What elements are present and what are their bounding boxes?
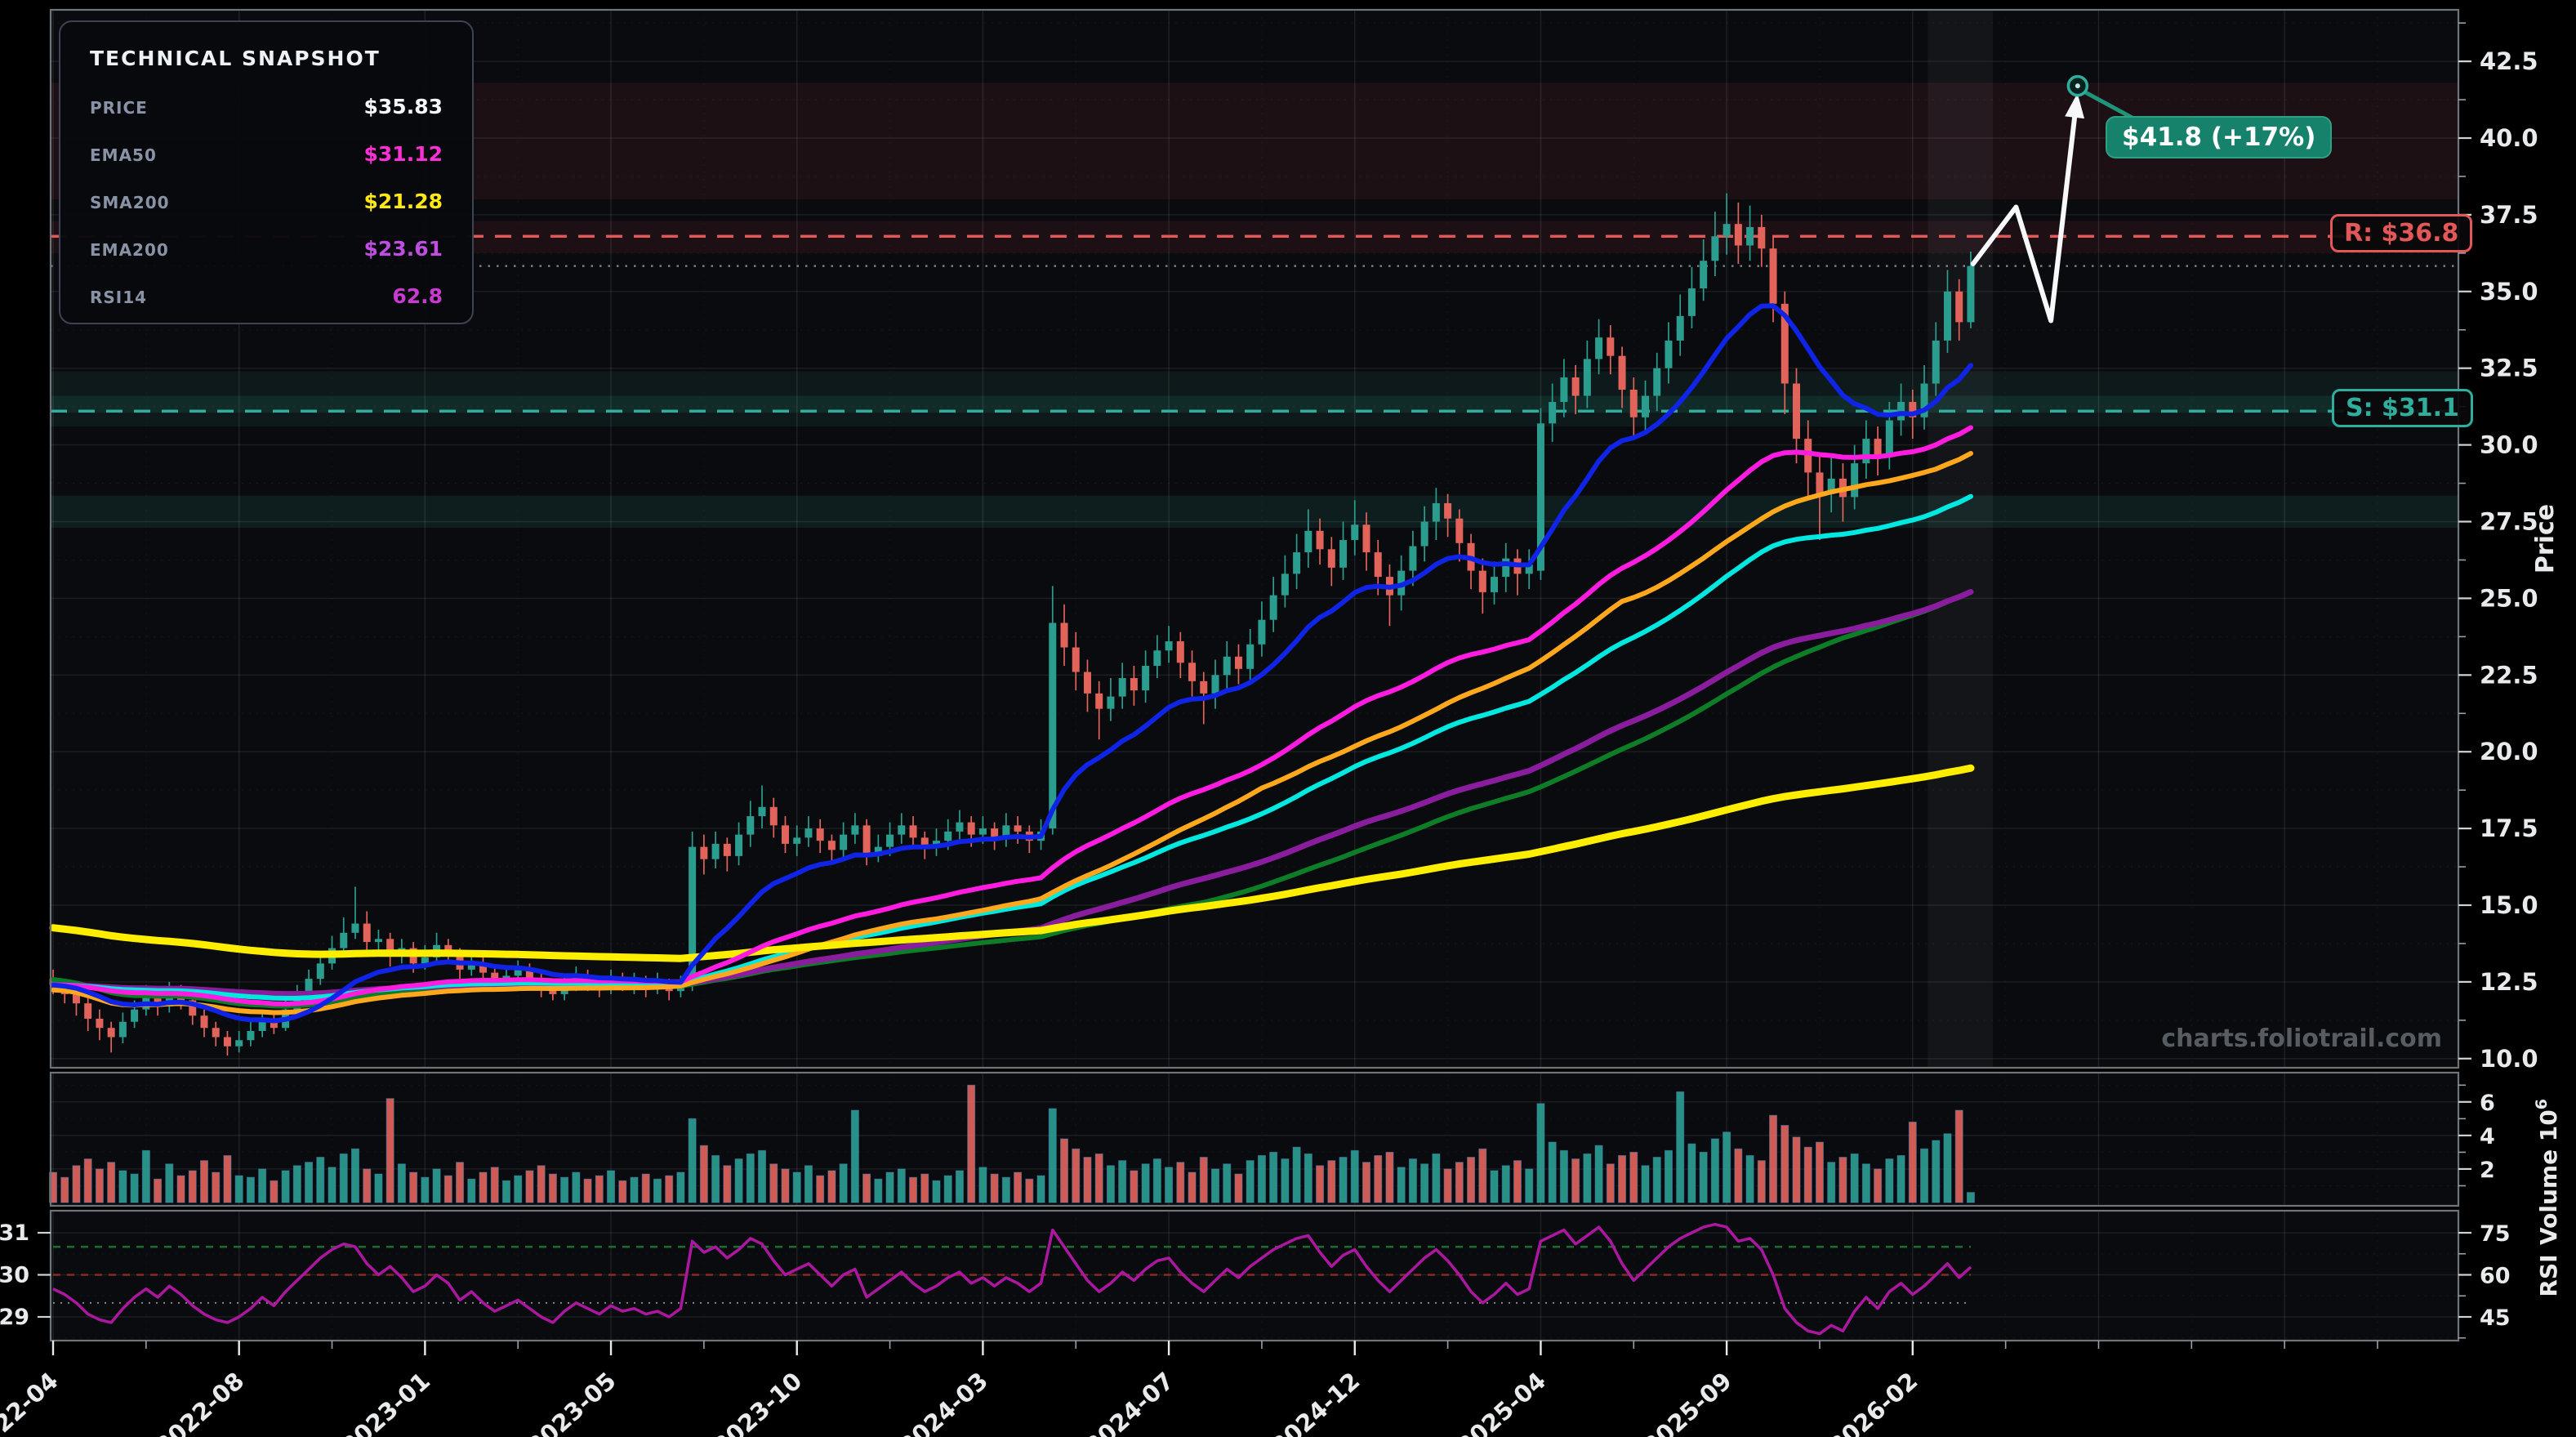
snapshot-label: RSI14 [90,288,148,307]
svg-text:60: 60 [2480,1263,2511,1288]
snapshot-label: EMA200 [90,240,169,260]
projection-arrowhead [2065,92,2085,119]
svg-text:12.5: 12.5 [2480,968,2538,996]
x-tick-label: 2026-02 [1824,1367,1923,1437]
x-tick-label: 2022-04 [0,1367,64,1437]
svg-text:22.5: 22.5 [2480,661,2538,689]
svg-text:31: 31 [0,1221,29,1246]
svg-text:10.0: 10.0 [2480,1045,2538,1073]
svg-text:30.0: 30.0 [2480,431,2538,459]
snapshot-value-price: $35.83 [363,95,443,118]
svg-text:25.0: 25.0 [2480,584,2538,612]
rsi-axis-title: RSI [2535,1254,2562,1296]
ma-line-sma50 [51,451,1973,1015]
svg-text:30: 30 [0,1262,29,1287]
rsi-line [52,1222,1972,1336]
svg-text:4: 4 [2480,1124,2495,1149]
panel-backgrounds [51,10,2458,1341]
svg-text:27.5: 27.5 [2480,508,2538,536]
svg-text:17.5: 17.5 [2480,814,2538,842]
svg-text:42.5: 42.5 [2480,47,2538,75]
price-target-callout: $41.8 (+17%) [2106,116,2333,158]
snapshot-title: TECHNICAL SNAPSHOT [90,47,381,70]
price-axis-title: Price [2531,504,2560,573]
svg-text:15.0: 15.0 [2480,891,2538,919]
snapshot-value-sma200: $21.28 [363,190,443,213]
snapshot-row-ema50: EMA50 $31.12 [90,142,443,166]
x-tick-label: 2023-05 [522,1367,622,1437]
rsi-panel-content [52,1222,1972,1336]
ma-line-ema21 [51,303,1973,1024]
svg-text:40.0: 40.0 [2480,124,2538,152]
svg-text:45: 45 [2480,1305,2511,1331]
svg-text:35.0: 35.0 [2480,278,2538,306]
projection [1970,74,2158,324]
svg-text:6: 6 [2480,1091,2495,1116]
ma-line-sma200 [49,764,1975,962]
x-tick-label: 2023-01 [336,1367,435,1437]
x-tick-label: 2022-08 [150,1367,250,1437]
snapshot-value-ema200: $23.61 [363,237,443,261]
watermark: charts.foliotrail.com [2161,1024,2442,1053]
svg-text:2: 2 [2480,1158,2495,1183]
x-tick-label: 2025-04 [1451,1367,1551,1437]
x-tick-label: 2023-10 [708,1367,808,1437]
moving-averages [49,303,1975,1024]
support-level-label: S: $31.1 [2332,389,2473,427]
resistance-level-label: R: $36.8 [2330,214,2473,252]
svg-text:37.5: 37.5 [2480,201,2538,229]
snapshot-label: EMA50 [90,145,157,165]
snapshot-label: PRICE [90,98,148,118]
svg-text:20.0: 20.0 [2480,738,2538,765]
x-tick-label: 2024-12 [1266,1367,1366,1437]
ma-line-ema50 [51,425,1973,1006]
x-tick-label: 2025-09 [1638,1367,1737,1437]
projection-line [1970,98,2079,324]
technical-snapshot-panel: TECHNICAL SNAPSHOT PRICE $35.83 EMA50 $3… [59,20,474,324]
volume-bars [49,1084,1975,1203]
svg-text:75: 75 [2480,1221,2511,1247]
snapshot-row-price: PRICE $35.83 [90,95,443,118]
snapshot-row-sma200: SMA200 $21.28 [90,190,443,213]
volume-axis-title: Volume 106 [2533,1099,2562,1245]
svg-text:29: 29 [0,1305,29,1330]
svg-text:32.5: 32.5 [2480,355,2538,382]
snapshot-value-ema50: $31.12 [363,142,443,166]
x-tick-label: 2024-03 [894,1367,993,1437]
gridlines [51,10,2458,1341]
snapshot-label: SMA200 [90,193,170,212]
snapshot-row-ema200: EMA200 $23.61 [90,237,443,261]
snapshot-row-rsi14: RSI14 62.8 [90,284,443,308]
snapshot-value-rsi14: 62.8 [392,284,443,308]
x-tick-label: 2024-07 [1080,1367,1179,1437]
ma-line-sma100 [51,589,1973,1009]
